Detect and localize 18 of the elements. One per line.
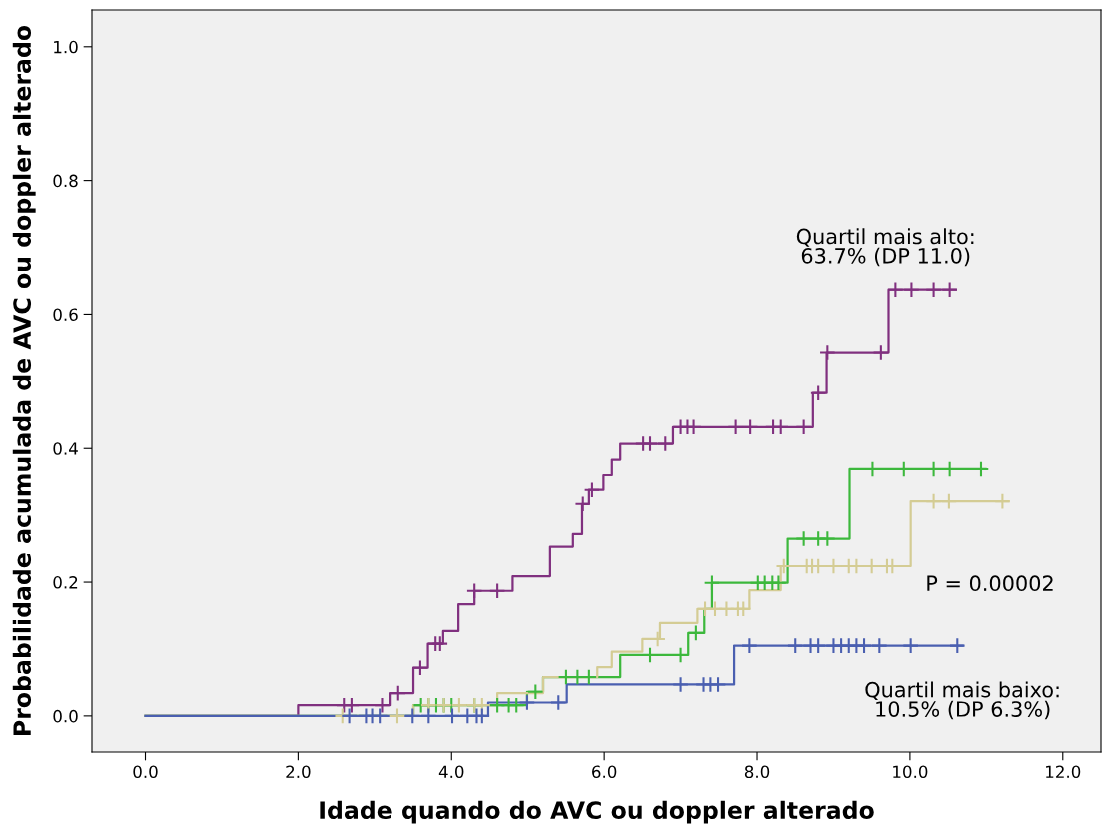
annotation: Quartil mais baixo: 10.5% (DP 6.3%) bbox=[865, 681, 1059, 720]
x-tick-label: 8.0 bbox=[744, 765, 770, 779]
annotation: Quartil mais alto: 63.7% (DP 11.0) bbox=[796, 228, 974, 267]
annotation: P = 0.00002 bbox=[927, 575, 1053, 592]
y-tick-label: 0.8 bbox=[53, 174, 78, 188]
y-tick-label: 1.0 bbox=[54, 40, 78, 54]
x-tick-label: 6.0 bbox=[592, 765, 617, 779]
y-tick-label: 0.6 bbox=[53, 308, 78, 321]
y-axis-title: Probabilidade acumulada de AVC ou doppler alterado bbox=[12, 25, 36, 735]
y-tick-label: 0.2 bbox=[53, 576, 78, 589]
y-tick-label: 0.4 bbox=[53, 442, 78, 455]
x-tick-label: 10.0 bbox=[893, 765, 928, 779]
x-tick-label: 4.0 bbox=[438, 765, 464, 779]
x-tick-label: 0.0 bbox=[133, 765, 158, 779]
x-axis-title: Idade quando do AVC ou doppler alterado bbox=[320, 800, 874, 824]
x-tick-label: 2.0 bbox=[286, 765, 311, 779]
x-tick-label: 12.0 bbox=[1046, 765, 1081, 779]
y-tick-label: 0.0 bbox=[53, 709, 78, 723]
